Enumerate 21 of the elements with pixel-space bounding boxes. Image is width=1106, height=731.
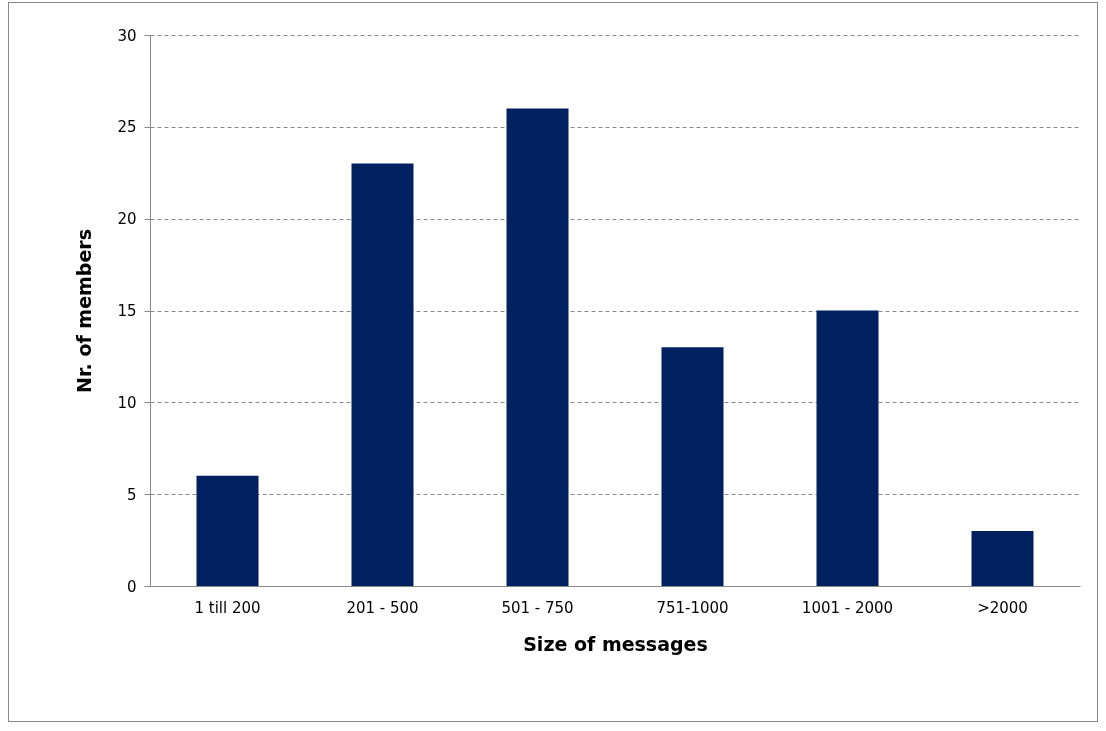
x-tick-label: 751-1000	[656, 598, 729, 617]
x-tick-label: 201 - 500	[346, 598, 419, 617]
bar	[196, 475, 259, 586]
x-tick-label: 501 - 750	[501, 598, 574, 617]
y-tick-label: 30	[117, 26, 137, 45]
x-tick-label: 1001 - 2000	[801, 598, 894, 617]
y-tick-label: 0	[126, 577, 137, 596]
bar	[506, 108, 569, 586]
bar	[816, 310, 879, 586]
x-axis-title: Size of messages	[523, 632, 708, 655]
bar	[971, 530, 1034, 586]
y-tick-label: 10	[117, 393, 137, 412]
bar	[661, 347, 724, 586]
y-tick-label: 5	[126, 485, 137, 504]
x-tick-label: 1 till 200	[194, 598, 261, 617]
x-tick-label: >2000	[977, 598, 1028, 617]
y-tick-label: 25	[117, 118, 137, 137]
y-tick-label: 20	[117, 210, 137, 229]
y-axis-title: Nr. of members	[73, 229, 96, 393]
bar	[351, 163, 414, 586]
y-tick-label: 15	[117, 302, 137, 320]
